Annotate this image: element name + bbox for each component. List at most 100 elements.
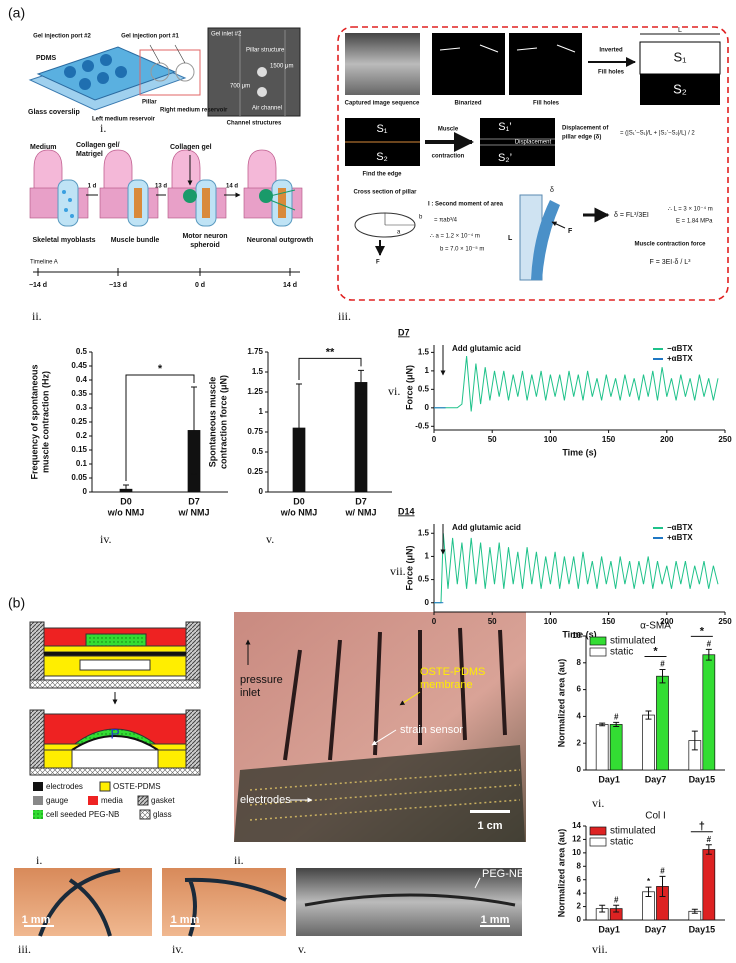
diagram-label: spheroid bbox=[190, 242, 220, 249]
error-bar bbox=[691, 730, 698, 751]
bar bbox=[609, 724, 623, 771]
pressure-label: P bbox=[110, 726, 119, 742]
photo-label: PEG-NB gel bbox=[482, 868, 542, 880]
y-tick-label: 8 bbox=[577, 658, 582, 667]
y-tick-label: 0.4 bbox=[76, 375, 88, 384]
y-tick-label: 0.25 bbox=[71, 417, 87, 426]
x-tick-label: Day15 bbox=[689, 774, 716, 784]
device-diagram bbox=[28, 27, 301, 117]
x-tick-sublabel: w/ NMJ bbox=[177, 507, 209, 517]
significance-mark: # bbox=[614, 895, 619, 904]
diagram-label: Glass coverslip bbox=[28, 109, 80, 116]
equation: ∴ L = 3 × 10⁻⁴ m bbox=[668, 206, 713, 213]
scale-label: 1 mm bbox=[481, 914, 510, 926]
diagram-label: b bbox=[419, 215, 423, 221]
diagram-label: 14 d bbox=[226, 184, 238, 190]
timeline-label: 0 d bbox=[195, 282, 205, 289]
x-tick-sublabel: w/o NMJ bbox=[280, 507, 318, 517]
culture-diagram bbox=[29, 149, 303, 276]
significance-mark: * bbox=[647, 877, 651, 886]
error-bar bbox=[691, 908, 698, 914]
y-tick-label: 1 bbox=[425, 366, 430, 375]
y-tick-label: 0.2 bbox=[76, 431, 88, 440]
y-tick-label: 1.25 bbox=[247, 387, 263, 396]
error-bar bbox=[296, 383, 302, 473]
legend-label: media bbox=[101, 796, 123, 805]
error-bar bbox=[645, 710, 652, 720]
photo-label: strain sensor bbox=[400, 724, 463, 736]
y-tick-label: 10 bbox=[572, 631, 581, 640]
diagram-label: Matrigel bbox=[76, 151, 103, 158]
x-tick-sublabel: w/ NMJ bbox=[344, 507, 376, 517]
bar bbox=[642, 714, 655, 771]
photo-label: pressure bbox=[240, 674, 283, 686]
y-axis-label: Force (μN) bbox=[404, 365, 414, 410]
legend-label: static bbox=[610, 837, 633, 848]
photo-label: OSTE-PDMS bbox=[420, 666, 485, 678]
panel-numeral: iii. bbox=[18, 942, 31, 956]
diagram-label: Fill holes bbox=[598, 70, 625, 76]
error-bar bbox=[659, 875, 666, 897]
y-tick-label: 0.75 bbox=[247, 427, 263, 436]
error-bar bbox=[191, 386, 197, 475]
diagram-label: S₂ bbox=[376, 151, 388, 163]
x-tick-label: D0 bbox=[120, 496, 132, 506]
significance-mark: # bbox=[660, 866, 665, 875]
chart-title: D14 bbox=[398, 506, 415, 516]
error-bar bbox=[705, 844, 712, 855]
error-bar bbox=[613, 904, 620, 913]
y-tick-label: 0 bbox=[83, 487, 88, 496]
timeline-label: −13 d bbox=[109, 282, 127, 289]
photo-label: Air channel bbox=[252, 106, 282, 112]
y-tick-label: 12 bbox=[572, 835, 581, 844]
y-tick-label: 0.5 bbox=[418, 575, 430, 584]
line-series bbox=[434, 356, 719, 412]
equation: b = 7.0 × 10⁻⁵ m bbox=[440, 246, 484, 253]
chart-title: α-SMA bbox=[640, 621, 671, 632]
diagram-label: a bbox=[397, 230, 401, 236]
legend-label: −αBTX bbox=[667, 344, 693, 353]
diagram-label: Motor neuron bbox=[182, 233, 227, 240]
significance-mark: # bbox=[707, 640, 712, 649]
x-tick-label: 250 bbox=[718, 617, 732, 626]
significance-mark: # bbox=[614, 713, 619, 722]
y-axis-label: Normalized area (au) bbox=[556, 659, 566, 748]
y-tick-label: 4 bbox=[577, 712, 582, 721]
legend-swatch bbox=[589, 837, 607, 847]
equation: = (|S₁’−S₁|/L + |S₂’−S₂|/L) / 2 bbox=[620, 131, 695, 137]
x-tick-label: Day15 bbox=[689, 924, 716, 934]
y-axis-label: Normalized area (au) bbox=[556, 829, 566, 918]
diagram-label: Inverted bbox=[599, 48, 623, 54]
diagram-label: Collagen gel bbox=[170, 144, 212, 151]
diagram-label: Skeletal myoblasts bbox=[32, 237, 95, 244]
panel-numeral: vii. bbox=[592, 942, 608, 956]
diagram-label: S₂ bbox=[673, 81, 687, 96]
y-axis-label: Spontaneous muscle bbox=[207, 377, 217, 468]
y-tick-label: 1 bbox=[259, 407, 264, 416]
y-tick-label: 0.1 bbox=[76, 459, 88, 468]
panel-numeral: i. bbox=[36, 853, 42, 867]
scale-label: 1 mm bbox=[22, 914, 51, 926]
legend-label: gasket bbox=[151, 796, 175, 805]
x-tick-label: Day1 bbox=[598, 924, 620, 934]
y-axis-label: Force (μN) bbox=[404, 545, 414, 590]
x-tick-label: 250 bbox=[718, 435, 732, 444]
legend-label: gauge bbox=[46, 796, 69, 805]
x-axis-label: Time (s) bbox=[562, 629, 596, 639]
diagram-label: L bbox=[508, 235, 513, 242]
error-bar bbox=[358, 369, 364, 395]
diagram-label: S₁ bbox=[376, 123, 387, 135]
diagram-label: S₂’ bbox=[498, 152, 512, 164]
chart-title: Col I bbox=[645, 811, 666, 822]
y-axis-label: contraction force (μN) bbox=[218, 375, 228, 469]
panel-numeral: i. bbox=[100, 121, 106, 135]
diagram-label: F bbox=[376, 260, 380, 266]
panel-label: (b) bbox=[8, 595, 25, 611]
legend-label: stimulated bbox=[610, 636, 656, 647]
x-tick-label: Day1 bbox=[598, 774, 620, 784]
y-tick-label: 1.75 bbox=[247, 347, 263, 356]
diagram-label: Gel injection port #1 bbox=[121, 34, 179, 40]
x-tick-label: 50 bbox=[488, 435, 497, 444]
y-tick-label: 0 bbox=[577, 915, 582, 924]
panel-numeral: iv. bbox=[172, 942, 184, 956]
